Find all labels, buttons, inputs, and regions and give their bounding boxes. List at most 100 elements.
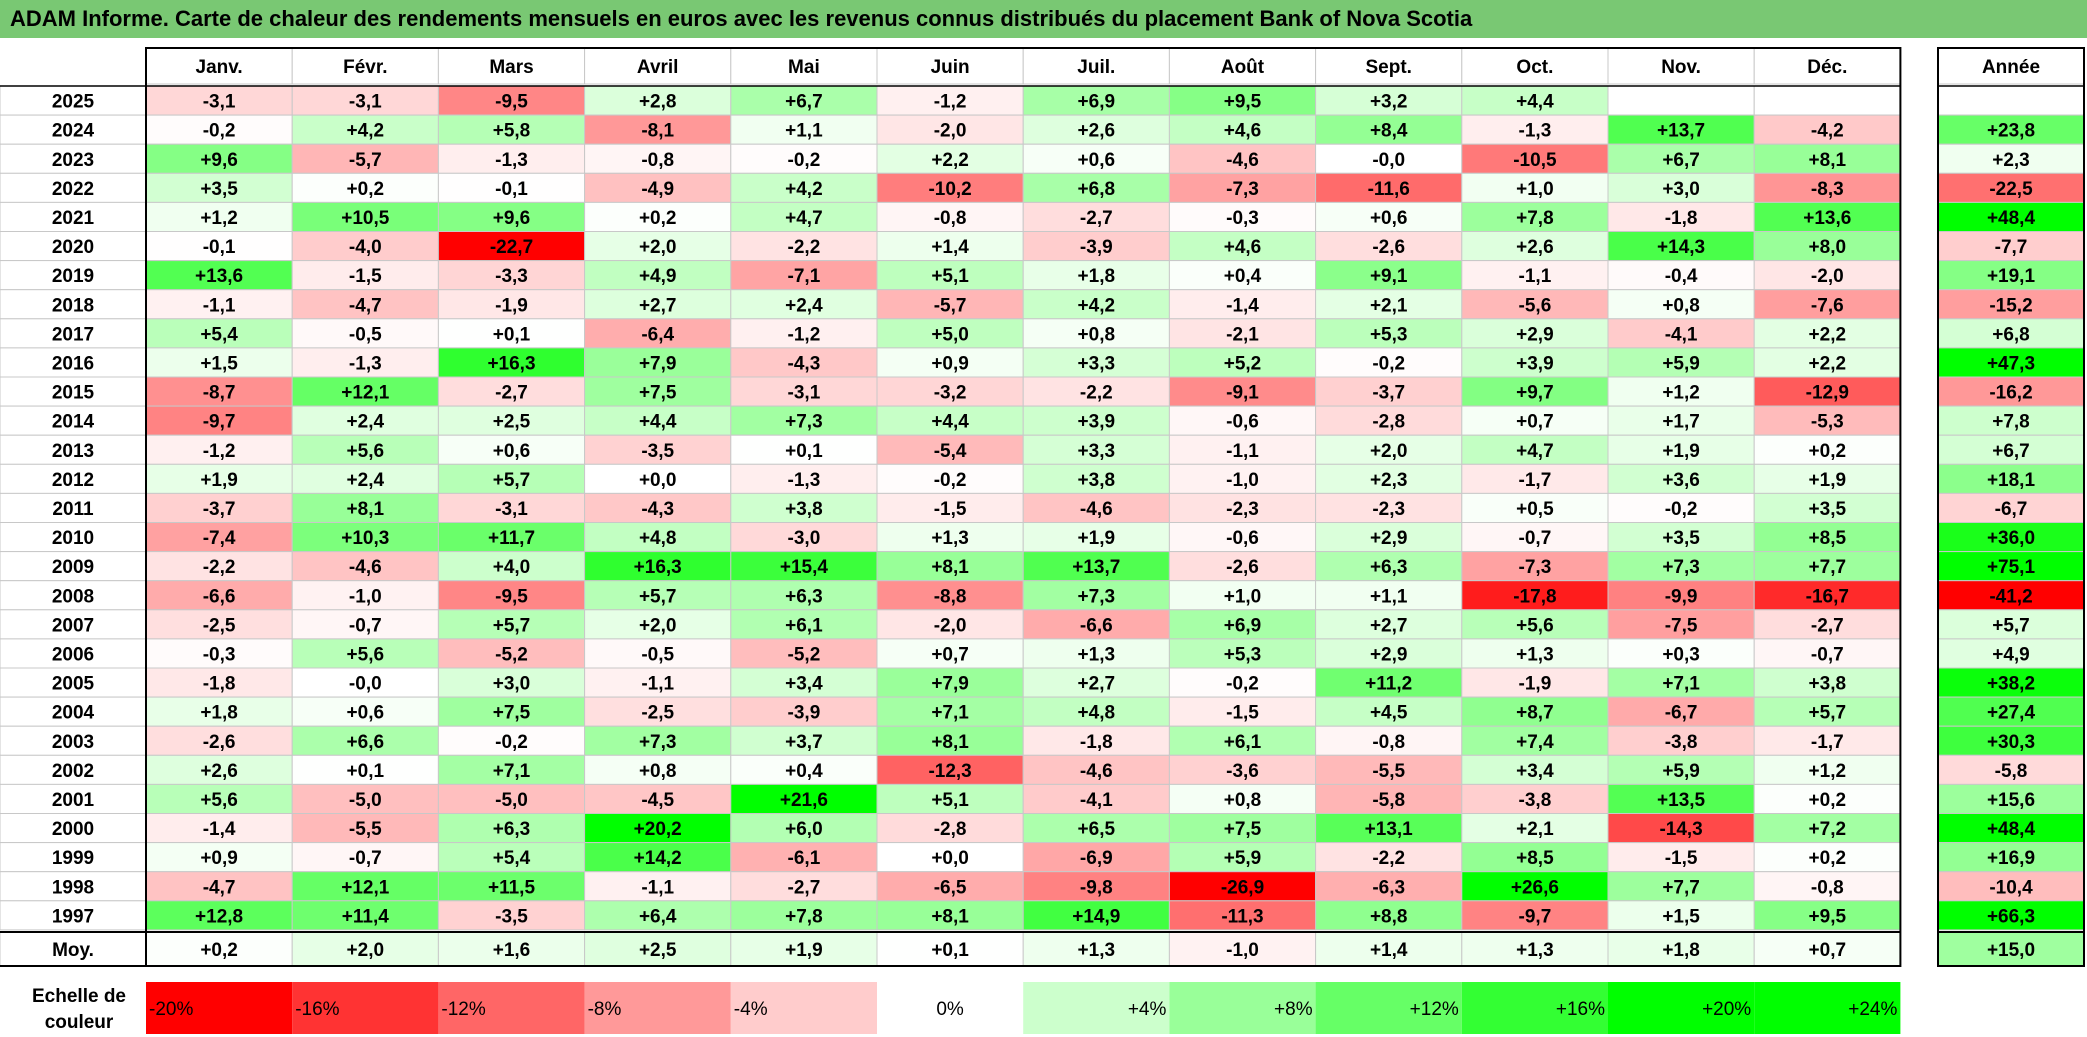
heat-cell-2000-4-cell (584, 813, 732, 844)
average-cell-12-label: +0,7 (1809, 940, 1847, 961)
heat-cell-2000-12-label: +7,2 (1809, 819, 1847, 840)
heat-cell-2006-11-cell (1607, 638, 1755, 669)
scale-swatch-label-11: +20% (1702, 999, 1751, 1020)
heat-cell-2002-6-cell (876, 754, 1024, 785)
scale-swatch-label-3: -12% (441, 999, 485, 1020)
heat-cell-2010-7-cell (1022, 522, 1170, 553)
heat-cell-2021-8-label: -0,3 (1226, 208, 1259, 229)
month-header-4-label: Avril (637, 57, 679, 78)
heat-cell-2009-7-label: +13,7 (1072, 557, 1120, 578)
heat-cell-2017-3-label: +0,1 (493, 324, 531, 345)
year-label-2025-cell (0, 85, 147, 116)
heat-cell-2000-11-cell (1607, 813, 1755, 844)
year-label-2004-label: 2004 (52, 703, 95, 724)
heat-cell-2020-5-label: -2,2 (788, 237, 821, 258)
annual-frame (1937, 47, 2085, 967)
heat-cell-2002-6-label: -12,3 (928, 761, 971, 782)
scale-swatch-2 (292, 982, 439, 1034)
heat-cell-2011-6-cell (876, 492, 1024, 523)
heat-cell-2018-12-label: -7,6 (1811, 295, 1844, 316)
heat-cell-2021-6-label: -0,8 (934, 208, 967, 229)
heat-cell-1998-12-cell (1753, 871, 1901, 902)
heat-cell-2020-6-label: +1,4 (931, 237, 969, 258)
heat-cell-2024-12-label: -4,2 (1811, 121, 1844, 142)
heat-cell-2001-2-cell (291, 783, 439, 815)
annual-cell-1999-label: +16,9 (1987, 848, 2035, 869)
heat-cell-2012-6-label: -0,2 (934, 470, 967, 491)
annual-cell-2023-label: +2,3 (1992, 150, 2030, 171)
scale-swatch-label-6: 0% (936, 999, 964, 1020)
heat-cell-2012-6-cell (876, 463, 1024, 494)
heat-cell-2021-4-label: +0,2 (639, 208, 677, 229)
heat-cell-1999-11-label: -1,5 (1665, 848, 1698, 869)
heat-cell-2006-2-label: +5,6 (347, 644, 385, 665)
scale-swatch-label-8: +8% (1274, 999, 1313, 1020)
heat-cell-2018-2-cell (291, 289, 439, 320)
scale-swatch-1 (146, 982, 293, 1034)
heat-cell-2023-2-cell (291, 143, 439, 174)
heat-cell-1999-10-label: +8,5 (1516, 848, 1554, 869)
heat-cell-2020-4-label: +2,0 (639, 237, 677, 258)
heat-cell-2009-8-label: -2,6 (1226, 557, 1259, 578)
heat-cell-1999-7-label: -6,9 (1080, 848, 1113, 869)
heat-cell-2013-5-cell (730, 434, 878, 465)
month-header-10-label: Oct. (1516, 57, 1553, 78)
heat-cell-1998-3-cell (437, 871, 586, 902)
heat-cell-2011-2-cell (291, 492, 439, 523)
heat-cell-2004-2-cell (291, 696, 439, 727)
heat-cell-2009-9-label: +6,3 (1370, 557, 1408, 578)
heat-cell-2002-9-cell (1315, 754, 1463, 785)
scale-swatch-4 (584, 982, 731, 1034)
heat-cell-2007-1-label: -2,5 (203, 615, 236, 636)
average-cell-4-cell (584, 931, 732, 967)
average-cell-4-label: +2,5 (639, 940, 677, 961)
month-header-1-label: Janv. (196, 57, 243, 78)
heat-cell-2014-8-cell (1168, 405, 1317, 436)
heat-cell-2011-2-label: +8,1 (347, 499, 385, 520)
month-header-9-label: Sept. (1365, 57, 1411, 78)
heat-cell-2009-12-label: +7,7 (1809, 557, 1847, 578)
annual-cell-2015-label: -16,2 (1989, 383, 2032, 404)
heat-cell-2016-12-label: +2,2 (1809, 353, 1847, 374)
heat-cell-2015-3-cell (437, 376, 586, 407)
heat-cell-2025-4-label: +2,8 (639, 92, 677, 113)
annual-cell-2017-label: +6,8 (1992, 324, 2030, 345)
year-label-2002-cell (0, 754, 147, 785)
heat-cell-2025-1-label: -3,1 (203, 92, 236, 113)
year-label-2011-label: 2011 (52, 499, 94, 520)
scale-swatch-label-5: -4% (734, 999, 768, 1020)
heat-cell-2020-8-cell (1168, 231, 1317, 262)
average-cell-7-cell (1022, 931, 1170, 967)
heat-cell-2022-8-cell (1168, 172, 1317, 203)
heat-cell-2023-8-cell (1168, 143, 1317, 174)
heat-cell-2001-2-label: -5,0 (349, 790, 382, 811)
heat-cell-2018-2-label: -4,7 (349, 295, 382, 316)
heat-cell-2001-6-label: +5,1 (931, 790, 969, 811)
year-label-2005-cell (0, 667, 147, 698)
heat-cell-1998-10-label: +26,6 (1511, 877, 1559, 898)
heat-cell-1999-3-label: +5,4 (493, 848, 531, 869)
heat-cell-2017-10-cell (1461, 318, 1609, 349)
heat-cell-2009-10-label: -7,3 (1519, 557, 1552, 578)
annual-header-cell (1937, 47, 2085, 85)
heat-cell-2025-12-cell (1753, 85, 1901, 116)
heat-cell-1998-9-label: -6,3 (1372, 877, 1405, 898)
heat-cell-2024-12-cell (1753, 114, 1901, 145)
heat-cell-2003-8-label: +6,1 (1224, 732, 1262, 753)
annual-cell-2006-cell (1937, 638, 2085, 669)
annual-cell-2002-label: -5,8 (1995, 761, 2028, 782)
average-cell-2-label: +2,0 (347, 940, 385, 961)
annual-cell-2023-cell (1937, 143, 2085, 174)
heat-cell-2001-10-cell (1461, 783, 1609, 815)
year-label-1998-label: 1998 (52, 877, 94, 898)
heat-cell-2001-12-cell (1753, 783, 1901, 815)
heat-cell-2016-4-label: +7,9 (639, 353, 677, 374)
heat-cell-2025-7-label: +6,9 (1078, 92, 1116, 113)
heat-cell-2004-8-cell (1168, 696, 1317, 727)
month-header-11-cell (1607, 47, 1755, 85)
heat-cell-2005-2-cell (291, 667, 439, 698)
heat-cell-2001-8-cell (1168, 783, 1317, 815)
heat-cell-2002-9-label: -5,5 (1372, 761, 1405, 782)
heat-cell-2006-8-cell (1168, 638, 1317, 669)
heat-cell-2002-2-cell (291, 754, 439, 785)
